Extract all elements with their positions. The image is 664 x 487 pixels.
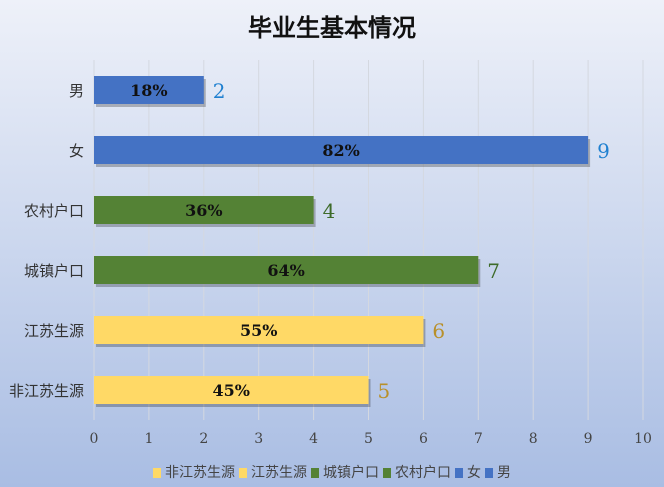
legend-label: 女 bbox=[467, 465, 481, 481]
x-tick-label: 9 bbox=[584, 431, 593, 447]
x-tick-label: 0 bbox=[90, 431, 99, 447]
value-label: 2 bbox=[213, 79, 226, 103]
percent-label: 18% bbox=[130, 81, 167, 100]
y-tick-label: 非江苏生源 bbox=[9, 382, 84, 400]
legend-label: 农村户口 bbox=[395, 465, 451, 481]
legend-item: 城镇户口 bbox=[311, 465, 379, 481]
x-tick-label: 5 bbox=[364, 431, 373, 447]
legend-swatch bbox=[153, 468, 161, 478]
value-label: 6 bbox=[432, 319, 445, 343]
chart-title: 毕业生基本情况 bbox=[248, 14, 416, 42]
legend-swatch bbox=[311, 468, 319, 478]
x-tick-label: 7 bbox=[474, 431, 483, 447]
y-tick-label: 女 bbox=[69, 142, 84, 160]
value-label: 5 bbox=[378, 379, 391, 403]
legend-item: 江苏生源 bbox=[239, 465, 307, 481]
bar bbox=[94, 376, 369, 404]
legend: 非江苏生源 江苏生源 城镇户口 农村户口女男 bbox=[0, 462, 664, 482]
legend-swatch bbox=[455, 468, 463, 478]
y-tick-label: 江苏生源 bbox=[24, 322, 84, 340]
percent-label: 64% bbox=[267, 261, 304, 280]
bar bbox=[94, 316, 424, 344]
bar bbox=[94, 256, 479, 284]
percent-label: 45% bbox=[213, 381, 250, 400]
legend-swatch bbox=[239, 468, 247, 478]
y-tick-label: 男 bbox=[69, 82, 84, 100]
percent-label: 82% bbox=[322, 141, 359, 160]
x-tick-label: 2 bbox=[199, 431, 208, 447]
y-tick-label: 农村户口 bbox=[24, 202, 84, 220]
bar bbox=[94, 76, 204, 104]
value-label: 9 bbox=[597, 139, 610, 163]
legend-swatch bbox=[383, 468, 391, 478]
bar bbox=[94, 136, 589, 164]
x-tick-label: 1 bbox=[144, 431, 153, 447]
legend-label: 城镇户口 bbox=[323, 465, 379, 481]
percent-label: 55% bbox=[240, 321, 277, 340]
legend-label: 非江苏生源 bbox=[165, 465, 235, 481]
bar bbox=[94, 196, 314, 224]
legend-item: 非江苏生源 bbox=[153, 465, 235, 481]
x-tick-label: 4 bbox=[309, 431, 318, 447]
x-tick-label: 3 bbox=[254, 431, 263, 447]
legend-label: 江苏生源 bbox=[251, 465, 307, 481]
legend-item: 农村户口 bbox=[383, 465, 451, 481]
x-tick-label: 8 bbox=[529, 431, 538, 447]
legend-label: 男 bbox=[497, 465, 511, 481]
legend-swatch bbox=[485, 468, 493, 478]
percent-label: 36% bbox=[185, 201, 222, 220]
x-tick-label: 6 bbox=[419, 431, 428, 447]
value-label: 4 bbox=[323, 199, 336, 223]
y-tick-label: 城镇户口 bbox=[24, 262, 84, 280]
x-tick-label: 10 bbox=[634, 431, 652, 447]
legend-item: 女 bbox=[455, 465, 481, 481]
value-label: 7 bbox=[487, 259, 500, 283]
legend-item: 男 bbox=[485, 465, 511, 481]
